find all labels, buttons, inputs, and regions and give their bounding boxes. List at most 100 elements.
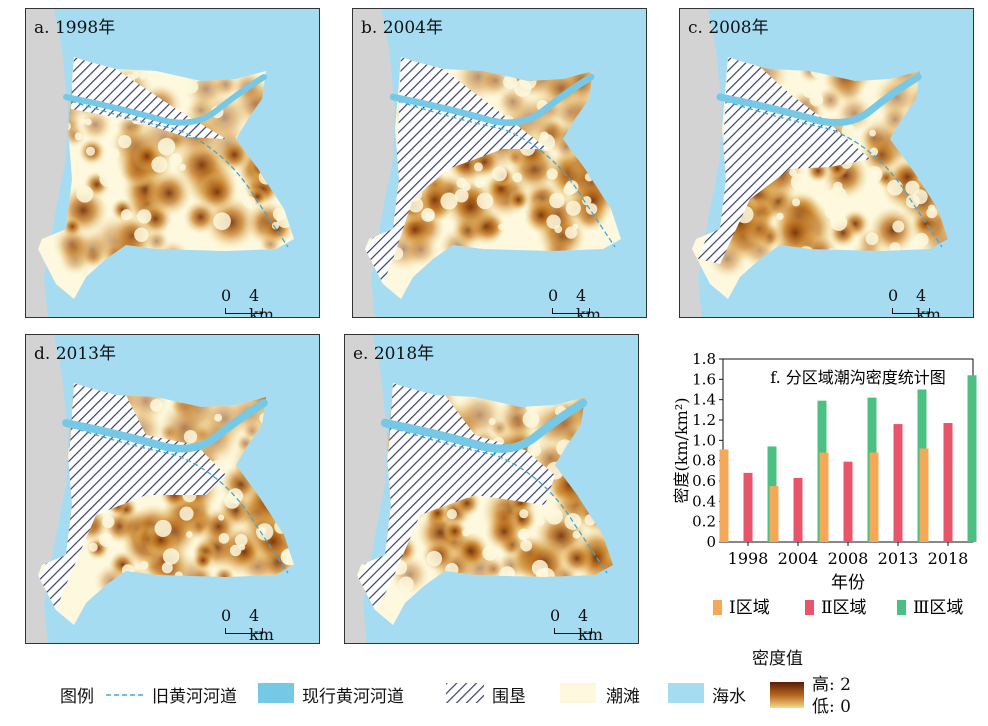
density-gradient-swatch-icon [770,682,804,708]
x-tick-label: 2008 [828,549,869,568]
scale-zero-label: 0 [548,286,559,305]
bar [819,452,829,542]
scale-four-label: 4 km [249,286,274,318]
legend-title: 图例 [60,687,94,707]
legend-reclamation-label: 围垦 [492,687,526,707]
scale-four-label: 4 km [249,606,274,644]
bar [967,375,977,542]
scale-line [225,628,263,634]
map-svg [26,335,294,643]
land-area [345,335,387,643]
y-tick-label: 1.4 [692,391,716,409]
land-area [26,335,68,643]
legend-sea-label: 海水 [712,687,746,707]
panel-title: d. 2013年 [34,344,116,364]
map-panel-2013: d. 2013年 0 4 km [25,334,320,644]
bar [843,461,853,542]
old-channel-line [724,100,943,248]
old-channel-line [70,426,289,574]
reclamation-area [357,383,555,610]
current-channel-swatch-icon [258,683,294,703]
y-tick-label: 0 [706,533,716,551]
bar [869,452,879,542]
y-tick-label: 1.8 [692,350,716,368]
map-panel-2008: c. 2008年 0 4 km [679,8,974,318]
x-axis-label: 年份 [831,573,865,593]
old-channel-line [389,426,608,574]
map-svg [680,9,948,317]
y-tick-label: 1.2 [692,411,716,429]
reclamation-area [365,57,548,284]
bar [769,486,779,542]
x-tick-label: 2018 [928,549,969,568]
x-tick-label: 2004 [778,549,819,568]
map-svg [26,9,294,317]
reclamation-swatch-icon [446,683,484,703]
current-channel [389,73,595,126]
x-tick-label: 2013 [878,549,919,568]
scale-line [552,308,590,314]
map-panel-2018: e. 2018年 0 4 km [344,334,639,644]
y-tick-label: 0.6 [692,472,716,490]
land-area [26,9,68,317]
y-tick-label: 0.8 [692,452,716,470]
y-tick-label: 1.0 [692,431,716,449]
y-tick-label: 0.4 [692,492,716,510]
scale-line [554,628,592,634]
density-low-label: 低: 0 [812,697,851,717]
scale-zero-label: 0 [550,606,561,625]
bar [893,424,903,542]
bar [793,477,803,542]
bar [943,423,953,542]
legend-current-channel-label: 现行黄河河道 [302,687,404,707]
current-channel [380,398,588,453]
legend-label: Ⅱ区域 [821,598,867,618]
legend-old-channel-label: 旧黄河河道 [152,687,237,707]
land-area [680,9,722,317]
map-panel-2004: b. 2004年 0 4 km [352,8,647,318]
scale-line [225,308,263,314]
x-tick-label: 1998 [728,549,769,568]
land-area [353,9,395,317]
scale-four-label: 4 km [916,286,941,318]
scale-zero-label: 0 [221,606,232,625]
sea-swatch-icon [668,683,704,703]
scale-zero-label: 0 [888,286,899,305]
legend-swatch [897,600,906,615]
panel-title: c. 2008年 [688,18,769,38]
scale-zero-label: 0 [221,286,232,305]
legend-label: Ⅰ区域 [729,598,770,618]
old-channel-line [397,100,616,248]
y-tick-label: 1.6 [692,370,716,388]
density-bar-chart: 0 0.2 0.4 0.6 0.8 1.0 1.2 1.4 1.6 1.8 1998 2004 2008… [673,350,977,618]
panel-title: b. 2004年 [361,18,443,38]
legend-swatch [713,600,722,615]
scale-line [892,308,930,314]
bar [743,472,753,542]
current-channel [716,73,922,127]
scale-four-label: 4 km [576,286,601,318]
legend-swatch [805,600,814,615]
map-svg [345,335,613,643]
bar [719,449,729,542]
y-axis-label: 密度(km/km²) [673,397,691,503]
old-channel-line [70,100,289,248]
chart-title: f. 分区域潮沟密度统计图 [770,368,946,387]
reclamation-area [71,57,226,139]
bar [919,448,929,542]
current-channel [63,74,267,126]
density-title: 密度值 [752,649,803,669]
old-channel-swatch-icon [106,694,144,696]
map-svg [353,9,621,317]
panel-title: a. 1998年 [34,18,116,38]
panel-title: e. 2018年 [353,344,435,364]
map-panel-1998: a. 1998年 0 4 km [25,8,320,318]
legend-label: Ⅲ区域 [913,598,963,618]
map-legend: 图例 旧黄河河道 现行黄河河道 围垦 潮滩 海水 密度值 高: 2 低: 0 [0,649,988,726]
reclamation-area [38,383,226,610]
tidal-flat-swatch-icon [560,683,596,703]
current-channel [62,399,268,453]
legend-tidal-flat-label: 潮滩 [606,687,640,707]
reclamation-area [698,57,870,264]
scale-four-label: 4 km [578,606,603,644]
